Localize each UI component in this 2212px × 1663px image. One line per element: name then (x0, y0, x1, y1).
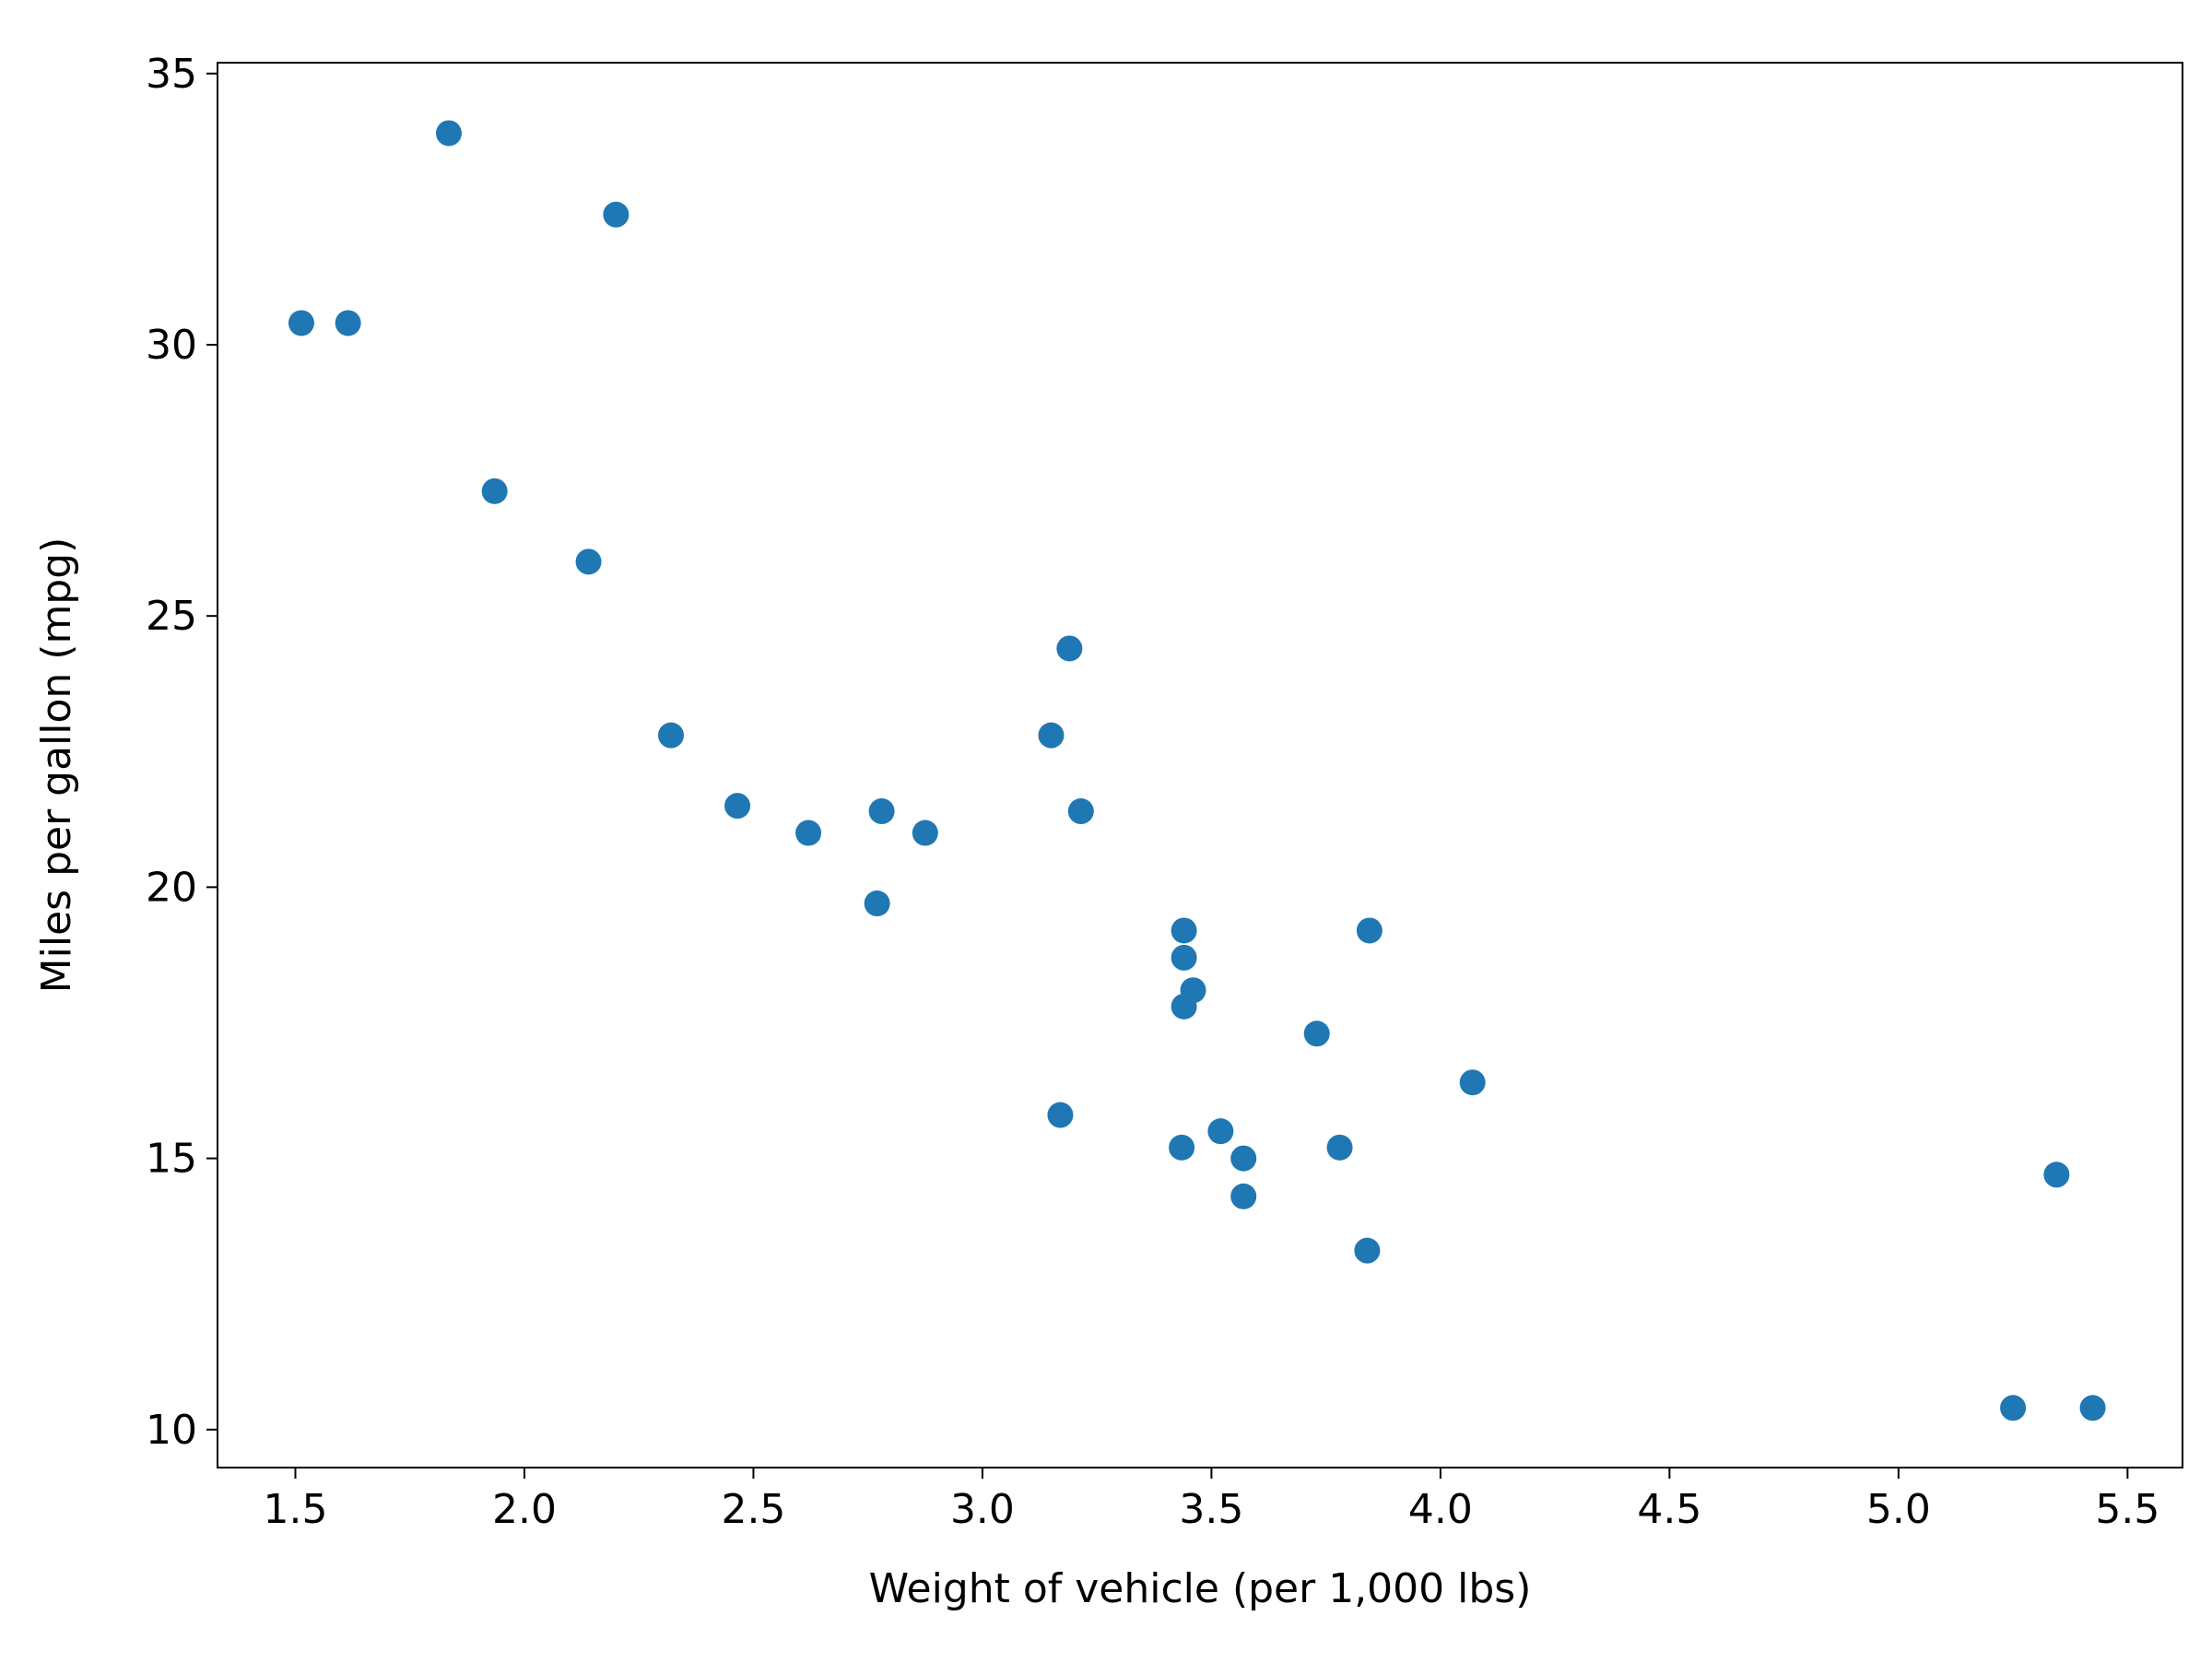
x-tick-label: 2.5 (721, 1486, 785, 1533)
x-tick-label: 2.0 (492, 1486, 557, 1533)
x-tick-label: 5.5 (2095, 1486, 2159, 1533)
data-point (912, 820, 938, 846)
data-point (1067, 798, 1094, 825)
data-point (1230, 1183, 1257, 1209)
plot-area-frame (217, 62, 2183, 1468)
data-point (1207, 1118, 1234, 1145)
y-axis-label: Miles per gallon (mpg) (33, 537, 80, 994)
data-point (1326, 1134, 1353, 1161)
data-point (1171, 917, 1197, 944)
data-point (2043, 1162, 2070, 1188)
y-tick-label: 30 (146, 322, 197, 369)
data-point (795, 820, 822, 846)
data-point (288, 310, 314, 336)
x-axis-ticks: 1.5 2.0 2.5 3.0 3.5 4.0 4.5 5.0 5.5 (263, 1468, 2159, 1533)
x-tick-label: 4.0 (1408, 1486, 1473, 1533)
data-point (1459, 1069, 1486, 1096)
data-point (658, 722, 684, 749)
data-point (435, 120, 462, 147)
data-point (1303, 1020, 1330, 1047)
data-point (1356, 917, 1382, 944)
x-axis-label: Weight of vehicle (per 1,000 lbs) (869, 1565, 1532, 1612)
data-point (1354, 1237, 1381, 1264)
data-point (1171, 944, 1197, 971)
data-point (2079, 1395, 2106, 1421)
x-tick-label: 5.0 (1866, 1486, 1931, 1533)
y-tick-label: 10 (146, 1407, 197, 1454)
x-tick-label: 4.5 (1637, 1486, 1701, 1533)
data-point (1171, 993, 1197, 1020)
y-tick-label: 20 (146, 864, 197, 911)
data-point (1230, 1145, 1257, 1172)
data-point (575, 548, 602, 575)
x-tick-label: 3.0 (950, 1486, 1015, 1533)
data-point (481, 478, 508, 504)
y-tick-label: 35 (146, 51, 197, 98)
y-axis-ticks: 10 15 20 25 30 35 (146, 51, 218, 1454)
x-tick-label: 1.5 (263, 1486, 327, 1533)
data-point (864, 890, 890, 917)
data-point (868, 798, 895, 825)
data-point (1169, 1134, 1195, 1161)
data-point (1038, 722, 1065, 749)
data-point (2000, 1395, 2027, 1421)
y-tick-label: 15 (146, 1136, 197, 1183)
data-point (724, 793, 751, 820)
data-point (1056, 635, 1083, 662)
data-point (1047, 1102, 1074, 1128)
y-tick-label: 25 (146, 593, 197, 640)
data-point (603, 201, 629, 228)
data-point (335, 310, 361, 336)
data-points (288, 120, 2106, 1421)
x-tick-label: 3.5 (1179, 1486, 1243, 1533)
